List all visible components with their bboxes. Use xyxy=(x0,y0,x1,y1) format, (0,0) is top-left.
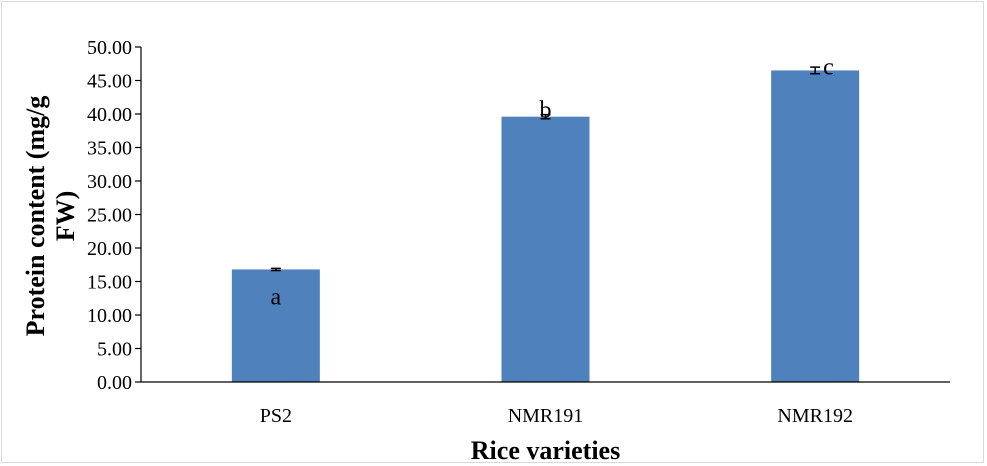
x-tick-labels: PS2 NMR191 NMR192 xyxy=(260,405,853,427)
y-axis-title-line-1: Protein content (mg/g xyxy=(21,96,50,337)
y-tick-label: 25.00 xyxy=(87,205,132,227)
error-bars xyxy=(270,66,821,272)
y-tick-label: 40.00 xyxy=(87,104,132,126)
significance-label: b xyxy=(540,98,552,124)
y-axis-title-line-2: FW) xyxy=(51,191,80,242)
y-tick-labels: 0.00 5.00 10.00 15.00 20.00 25.00 30.00 35.00 40… xyxy=(87,37,141,394)
bars xyxy=(231,70,860,383)
y-tick-label: 5.00 xyxy=(97,339,132,361)
y-tick-label: 15.00 xyxy=(87,272,132,294)
x-tick-label: NMR191 xyxy=(508,405,584,427)
significance-label: a xyxy=(271,284,282,310)
error-bar xyxy=(270,267,281,272)
y-tick-label: 50.00 xyxy=(87,37,132,59)
y-tick-label: 10.00 xyxy=(87,305,132,327)
significance-labels: a b c xyxy=(271,54,834,310)
x-tick-label: PS2 xyxy=(260,405,292,427)
y-axis-title: Protein content (mg/gFW) xyxy=(21,96,80,337)
x-tick-label: NMR192 xyxy=(777,405,853,427)
y-tick-label: 45.00 xyxy=(87,71,132,93)
y-tick-label: 0.00 xyxy=(97,372,132,394)
y-tick-label: 20.00 xyxy=(87,238,132,260)
bar-nmr192 xyxy=(771,70,860,382)
x-axis-title: Rice varieties xyxy=(471,436,620,465)
bar-nmr191 xyxy=(501,116,590,383)
significance-label: c xyxy=(823,54,834,80)
bar-ps2 xyxy=(231,269,320,382)
error-bar xyxy=(540,113,551,120)
y-tick-label: 35.00 xyxy=(87,138,132,160)
error-bar xyxy=(810,66,821,75)
y-tick-label: 30.00 xyxy=(87,171,132,193)
